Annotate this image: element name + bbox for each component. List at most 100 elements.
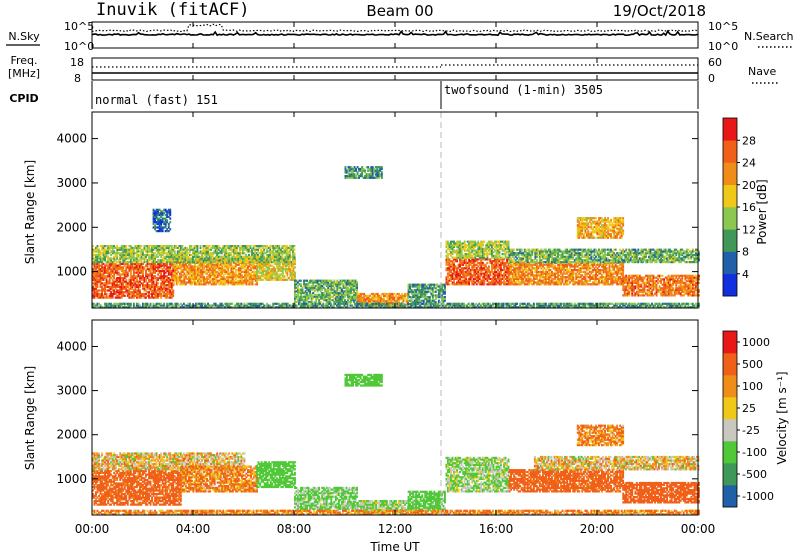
power-panel-cell [183,276,186,279]
power-panel-cell [200,265,202,268]
power-panel-cell [114,268,117,271]
power-panel-cell [93,292,96,296]
power-panel-cell [126,285,129,288]
power-panel-cell [110,294,113,297]
power-panel-cell [132,275,135,278]
power-panel-cell [132,294,135,297]
power-panel-cell [149,269,152,273]
power-panel-cell [155,291,158,294]
power-panel-cell [108,285,111,288]
power-panel-cell [169,292,172,296]
power-panel-cell [216,270,219,273]
power-panel-cell [132,268,135,271]
power-panel-cell [225,263,228,266]
power-panel-cell [186,270,189,273]
power-panel-cell [114,291,117,294]
power-panel-cell [166,262,169,265]
power-panel-cell [221,267,224,270]
power-panel-cell [195,270,198,273]
power-panel-cell [117,273,120,276]
power-panel-cell [126,284,129,287]
power-panel-cell [194,283,196,286]
power-panel-cell [158,271,161,274]
power-panel-cell [151,285,153,288]
power-panel-cell [178,265,181,268]
power-panel-cell [93,289,96,292]
power-panel-cell [161,284,164,287]
power-panel-cell [120,289,123,292]
power-panel-cell [225,261,228,265]
power-panel-cell [149,287,152,290]
power-panel-cell [105,289,108,292]
power-panel-cell [135,275,138,278]
power-panel-cell [154,269,156,273]
power-panel-cell [186,269,189,272]
power-panel-cell [149,268,152,271]
power-panel-cell [192,265,195,268]
power-panel-cell [142,282,144,285]
power-panel-cell [152,278,155,281]
power-panel-cell [181,281,184,284]
power-panel-cell [131,296,134,299]
power-panel-cell [134,264,137,267]
power-panel-cell [239,272,242,275]
power-panel-cell [224,265,227,268]
power-panel-cell [203,263,205,266]
power-panel-cell [93,280,96,283]
power-panel-cell [164,268,167,271]
power-panel-cell [231,281,234,284]
power-panel-cell [131,282,134,285]
power-panel-cell [157,285,159,288]
nsky-tick-bottom: 10^0 [64,40,94,53]
power-panel-cell [225,281,228,284]
power-panel-cell [120,291,123,294]
power-panel-cell [108,282,111,285]
power-panel-cell [222,269,225,272]
power-panel-cell [231,270,234,273]
power-panel-cell [146,273,149,276]
power-panel-cell [181,269,184,272]
nsky-tick-top: 10^5 [64,20,94,33]
power-panel-cell [204,283,207,286]
power-panel-cell [192,281,195,284]
power-panel-cell [483,240,486,243]
power-panel-cell [175,277,178,280]
power-panel-cell [160,289,163,292]
power-panel-cell [120,273,123,276]
power-panel-cell [122,262,125,265]
power-panel-cell [178,263,181,266]
power-panel-cell [215,283,218,286]
power-panel-cell [200,283,202,286]
power-panel-cell [239,283,242,286]
power-panel-cell [151,280,153,283]
power-panel-cell [169,262,172,265]
power-panel-cell [93,287,96,290]
power-panel-cell [145,284,147,287]
power-panel-cell [119,275,122,278]
power-panel-cell [128,294,131,297]
power-panel-cell [116,289,119,292]
power-panel-cell [139,268,141,271]
power-panel-cell [116,280,119,283]
power-panel-cell [125,268,128,271]
power-panel-cell [160,287,163,290]
power-panel-cell [135,292,138,296]
power-panel-cell [188,270,190,273]
power-panel-cell [241,263,243,266]
power-panel-cell [203,277,205,280]
power-panel-cell [135,271,138,274]
power-panel-cell [233,272,236,275]
power-panel-cell [160,296,163,299]
power-panel-cell [128,269,131,273]
power-panel-cell [227,277,230,280]
power-panel-cell [99,292,102,296]
power-panel-cell [236,274,239,277]
power-panel-cell [233,267,236,270]
power-panel-cell [110,273,113,276]
power-panel-cell [128,264,131,267]
power-panel-cell [177,279,180,282]
power-panel-cell [137,294,140,297]
power-panel-cell [163,284,166,287]
power-panel-cell [108,292,111,296]
power-panel-cell [117,280,120,283]
